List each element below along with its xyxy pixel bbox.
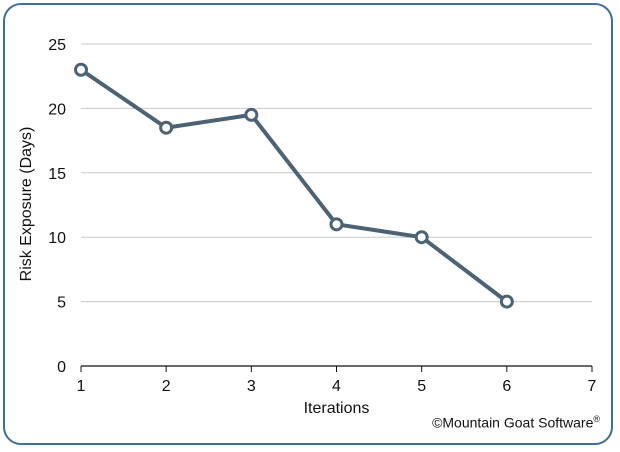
data-point-5 <box>414 230 429 245</box>
x-tick-label-3: 3 <box>247 378 256 395</box>
x-tick-label-2: 2 <box>162 378 171 395</box>
series-layer <box>74 62 514 309</box>
chart-frame <box>3 3 613 445</box>
axes <box>80 365 593 372</box>
grid-lines <box>81 43 592 303</box>
y-tick-label-15: 15 <box>48 166 66 183</box>
tick-labels: 0 5 10 15 20 25 1 2 3 4 5 6 7 <box>48 37 596 395</box>
y-tick-label-25: 25 <box>48 37 66 54</box>
y-tick-label-20: 20 <box>48 101 66 118</box>
x-axis-label: Iterations <box>304 400 370 417</box>
y-tick-label-10: 10 <box>48 230 66 247</box>
y-tick-label-5: 5 <box>57 295 66 312</box>
y-tick-label-0: 0 <box>57 359 66 376</box>
data-point-4 <box>329 217 344 232</box>
x-tick-label-4: 4 <box>332 378 341 395</box>
x-tick-label-5: 5 <box>417 378 426 395</box>
x-tick-label-6: 6 <box>502 378 511 395</box>
data-point-1 <box>74 62 88 77</box>
copyright-text: ©Mountain Goat Software <box>432 414 594 431</box>
x-tick-label-7: 7 <box>588 378 597 395</box>
data-point-3 <box>244 107 259 122</box>
data-point-6 <box>499 294 514 309</box>
data-point-2 <box>159 120 174 135</box>
x-tick-label-1: 1 <box>77 378 86 395</box>
copyright-notice: ©Mountain Goat Software® <box>432 414 600 431</box>
registered-mark: ® <box>593 414 600 424</box>
y-axis-label: Risk Exposure (Days) <box>18 127 35 282</box>
series-line-0 <box>79 67 509 304</box>
